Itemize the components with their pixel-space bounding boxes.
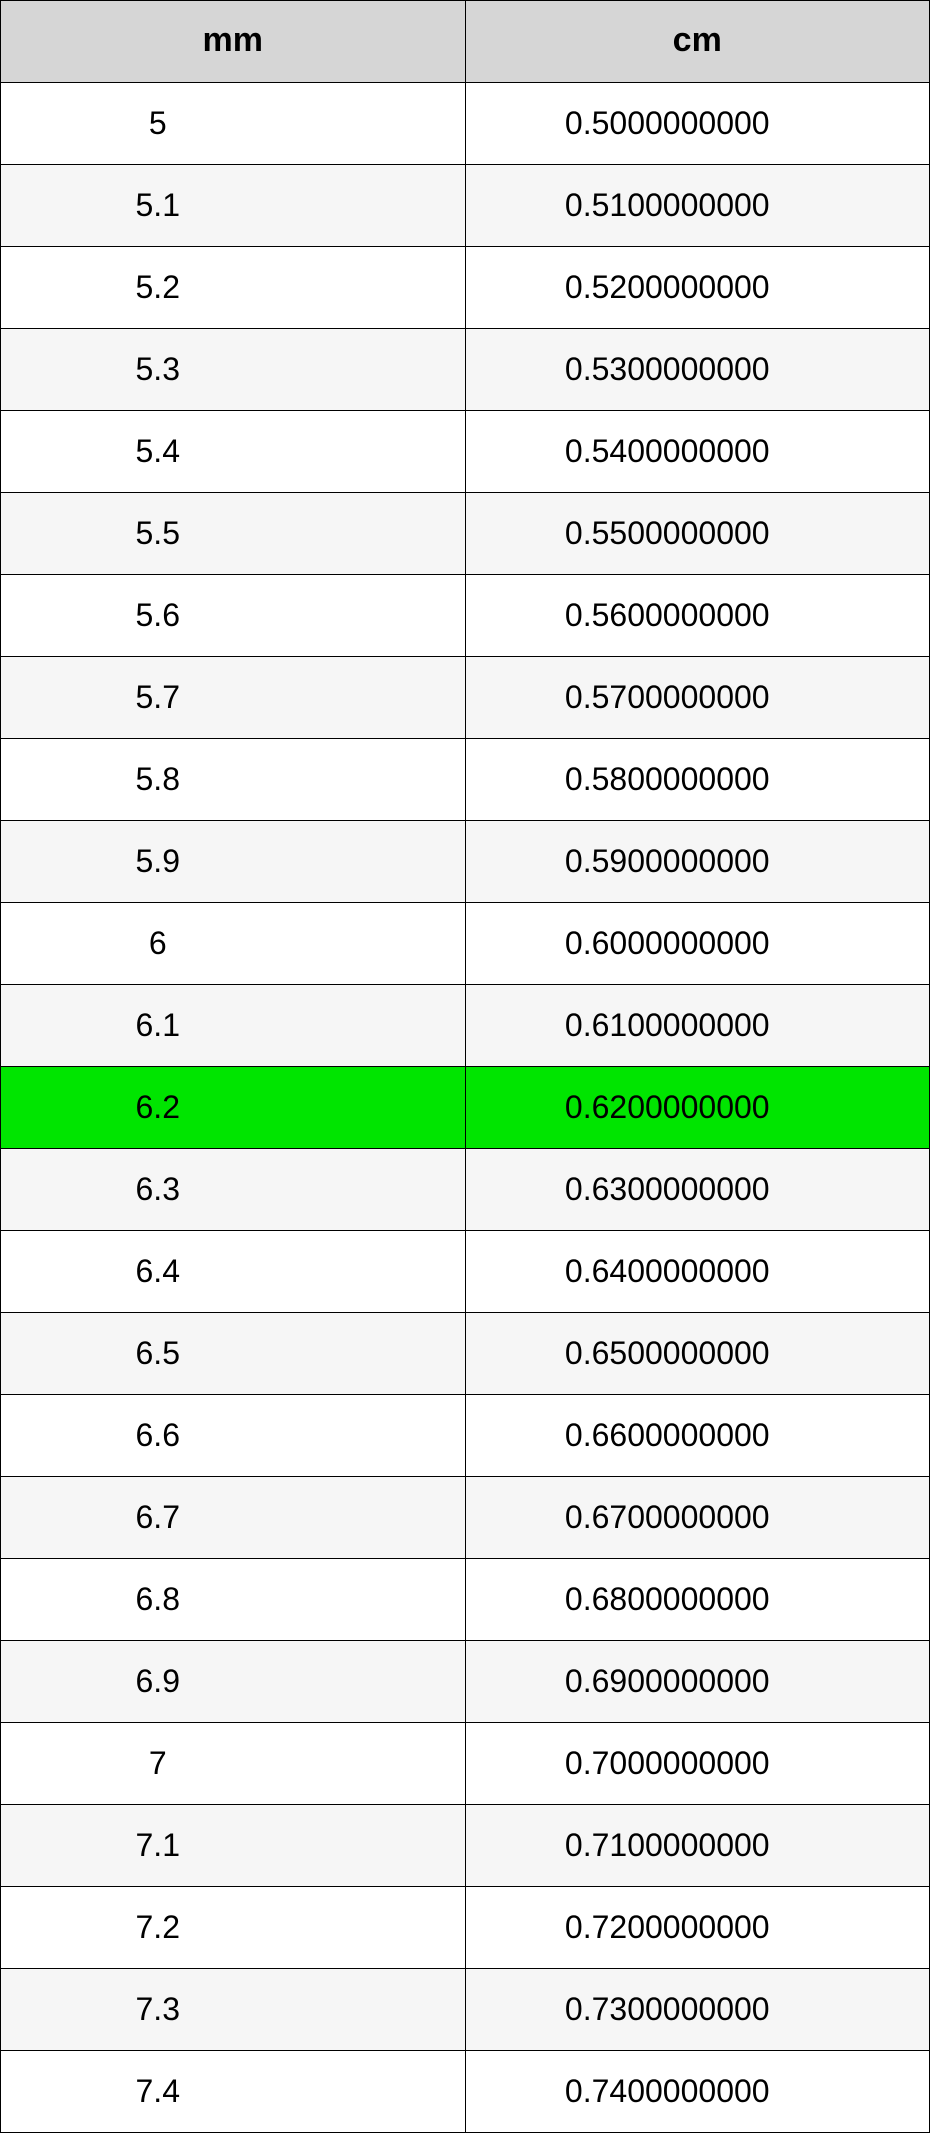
table-row: 5.50.5500000000	[1, 493, 930, 575]
cell-cm: 0.6900000000	[465, 1641, 930, 1723]
cell-mm: 6.3	[1, 1149, 466, 1231]
table-row: 6.80.6800000000	[1, 1559, 930, 1641]
table-row: 5.70.5700000000	[1, 657, 930, 739]
cell-cm: 0.6100000000	[465, 985, 930, 1067]
cell-cm: 0.5800000000	[465, 739, 930, 821]
cell-cm: 0.7300000000	[465, 1969, 930, 2051]
cell-mm: 5.7	[1, 657, 466, 739]
cell-mm: 6.7	[1, 1477, 466, 1559]
table-row: 6.50.6500000000	[1, 1313, 930, 1395]
cell-cm: 0.7000000000	[465, 1723, 930, 1805]
table-body: 50.50000000005.10.51000000005.20.5200000…	[1, 83, 930, 2133]
cell-mm: 6.4	[1, 1231, 466, 1313]
table-row: 6.20.6200000000	[1, 1067, 930, 1149]
table-row: 7.20.7200000000	[1, 1887, 930, 1969]
cell-cm: 0.5100000000	[465, 165, 930, 247]
cell-cm: 0.6200000000	[465, 1067, 930, 1149]
table-row: 6.60.6600000000	[1, 1395, 930, 1477]
cell-mm: 5.9	[1, 821, 466, 903]
table-row: 6.40.6400000000	[1, 1231, 930, 1313]
cell-cm: 0.5900000000	[465, 821, 930, 903]
cell-cm: 0.6700000000	[465, 1477, 930, 1559]
table-row: 5.80.5800000000	[1, 739, 930, 821]
cell-cm: 0.6800000000	[465, 1559, 930, 1641]
cell-mm: 7.2	[1, 1887, 466, 1969]
cell-mm: 6.9	[1, 1641, 466, 1723]
cell-cm: 0.5000000000	[465, 83, 930, 165]
cell-cm: 0.7100000000	[465, 1805, 930, 1887]
cell-mm: 6.6	[1, 1395, 466, 1477]
table-row: 7.30.7300000000	[1, 1969, 930, 2051]
table-row: 6.90.6900000000	[1, 1641, 930, 1723]
table-row: 5.30.5300000000	[1, 329, 930, 411]
table-header: mm cm	[1, 1, 930, 83]
cell-mm: 6.5	[1, 1313, 466, 1395]
cell-mm: 5.6	[1, 575, 466, 657]
cell-mm: 6.2	[1, 1067, 466, 1149]
column-header-cm: cm	[465, 1, 930, 83]
cell-mm: 5	[1, 83, 466, 165]
cell-cm: 0.6500000000	[465, 1313, 930, 1395]
table-row: 60.6000000000	[1, 903, 930, 985]
table-row: 6.70.6700000000	[1, 1477, 930, 1559]
cell-cm: 0.6400000000	[465, 1231, 930, 1313]
table-row: 6.10.6100000000	[1, 985, 930, 1067]
conversion-table: mm cm 50.50000000005.10.51000000005.20.5…	[0, 0, 930, 2133]
cell-mm: 7.1	[1, 1805, 466, 1887]
cell-mm: 6.1	[1, 985, 466, 1067]
cell-cm: 0.7200000000	[465, 1887, 930, 1969]
cell-cm: 0.6000000000	[465, 903, 930, 985]
table-row: 7.40.7400000000	[1, 2051, 930, 2133]
cell-cm: 0.5500000000	[465, 493, 930, 575]
cell-cm: 0.6300000000	[465, 1149, 930, 1231]
table-row: 6.30.6300000000	[1, 1149, 930, 1231]
cell-mm: 5.2	[1, 247, 466, 329]
cell-mm: 5.4	[1, 411, 466, 493]
cell-mm: 5.1	[1, 165, 466, 247]
cell-mm: 6.8	[1, 1559, 466, 1641]
table-row: 5.20.5200000000	[1, 247, 930, 329]
cell-cm: 0.5300000000	[465, 329, 930, 411]
cell-cm: 0.5700000000	[465, 657, 930, 739]
column-header-mm: mm	[1, 1, 466, 83]
cell-cm: 0.7400000000	[465, 2051, 930, 2133]
table-row: 70.7000000000	[1, 1723, 930, 1805]
table-row: 5.90.5900000000	[1, 821, 930, 903]
cell-cm: 0.5600000000	[465, 575, 930, 657]
cell-mm: 5.3	[1, 329, 466, 411]
cell-mm: 6	[1, 903, 466, 985]
table-row: 5.10.5100000000	[1, 165, 930, 247]
table-row: 50.5000000000	[1, 83, 930, 165]
cell-mm: 5.5	[1, 493, 466, 575]
table-row: 5.60.5600000000	[1, 575, 930, 657]
cell-cm: 0.5400000000	[465, 411, 930, 493]
cell-mm: 7.4	[1, 2051, 466, 2133]
table-row: 7.10.7100000000	[1, 1805, 930, 1887]
cell-mm: 5.8	[1, 739, 466, 821]
cell-cm: 0.5200000000	[465, 247, 930, 329]
cell-cm: 0.6600000000	[465, 1395, 930, 1477]
table-row: 5.40.5400000000	[1, 411, 930, 493]
cell-mm: 7.3	[1, 1969, 466, 2051]
cell-mm: 7	[1, 1723, 466, 1805]
